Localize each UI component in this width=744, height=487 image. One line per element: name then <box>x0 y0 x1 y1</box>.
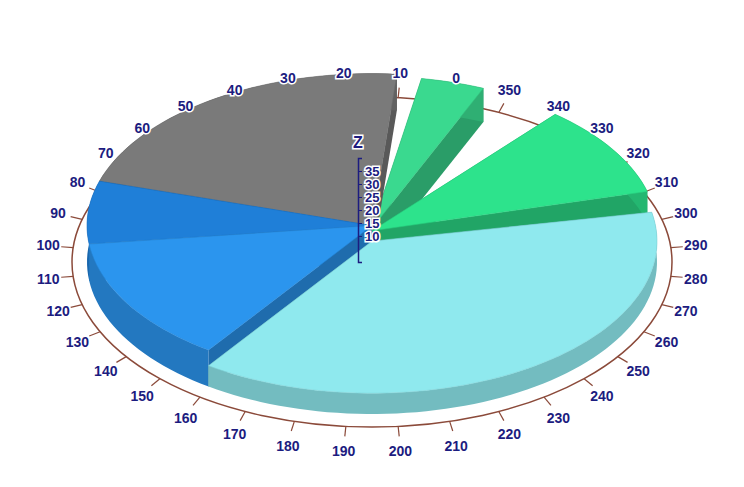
angle-label: 350 <box>498 82 522 98</box>
z-tick: 35 <box>358 164 379 179</box>
angle-label: 80 <box>70 174 86 190</box>
angle-label: 270 <box>674 303 698 319</box>
angle-label: 300 <box>674 205 698 221</box>
angle-label: 100 <box>37 237 61 253</box>
angle-label: 30 <box>280 70 296 86</box>
angle-label: 110 <box>37 271 60 287</box>
angle-label: 170 <box>223 426 247 442</box>
z-tick-mark <box>358 184 362 185</box>
chart: 0 10 20 30 40 50 60 70 8090 100 110 120 130140 150 160… <box>0 0 744 487</box>
angle-tick <box>71 217 83 220</box>
angle-tick <box>644 332 655 336</box>
z-tick-label: 15 <box>365 216 379 231</box>
angle-tick <box>193 397 200 405</box>
angle-tick <box>345 426 346 436</box>
z-tick-mark <box>358 197 362 198</box>
angle-label: 0 <box>452 70 460 86</box>
sector-top <box>372 114 647 230</box>
z-tick: 30 <box>358 177 379 192</box>
angle-label: 290 <box>684 237 708 253</box>
angle-label: 70 <box>98 145 114 161</box>
angle-label: 40 <box>227 82 243 98</box>
angle-label: 20 <box>336 65 352 81</box>
angle-tick <box>61 276 73 278</box>
z-tick: 10 <box>358 229 379 244</box>
angle-label: 320 <box>627 145 651 161</box>
sector <box>209 212 657 414</box>
angle-label: 220 <box>498 426 522 442</box>
angle-tick <box>662 217 674 220</box>
z-tick-label: 20 <box>365 203 379 218</box>
z-tick-mark <box>358 236 362 237</box>
z-axis-title: Z <box>353 134 363 151</box>
angle-tick <box>291 421 294 431</box>
z-tick-mark <box>358 171 362 172</box>
angle-label: 330 <box>590 120 614 136</box>
angle-tick <box>671 246 683 248</box>
angle-label: 310 <box>655 174 679 190</box>
angle-tick <box>499 103 504 112</box>
angle-label: 140 <box>94 363 118 379</box>
z-tick: 25 <box>358 190 379 205</box>
angle-label: 120 <box>46 303 70 319</box>
angle-tick <box>71 305 83 308</box>
angle-label: 130 <box>66 334 90 350</box>
plot-area <box>61 74 683 437</box>
angle-tick <box>116 357 126 363</box>
z-tick-label: 10 <box>365 229 379 244</box>
angle-tick <box>89 332 100 336</box>
angle-label: 250 <box>627 363 651 379</box>
angle-label: 60 <box>134 120 150 136</box>
angle-label: 180 <box>276 438 300 454</box>
sector-wall <box>209 212 657 414</box>
angle-tick <box>584 379 592 386</box>
angle-tick <box>499 412 504 421</box>
angle-label: 230 <box>547 410 571 426</box>
sector-top <box>209 212 657 393</box>
angle-label: 10 <box>393 65 409 81</box>
angle-label: 200 <box>389 443 413 459</box>
angle-tick <box>398 88 399 98</box>
angle-tick <box>662 305 674 308</box>
z-tick-label: 30 <box>365 177 379 192</box>
angle-tick <box>544 397 551 405</box>
z-tick: 20 <box>358 203 379 218</box>
angle-tick <box>398 426 399 436</box>
z-tick-label: 35 <box>365 164 379 179</box>
angle-tick <box>151 379 159 386</box>
z-tick-mark <box>358 223 362 224</box>
z-tick: 15 <box>358 216 379 231</box>
angle-label: 90 <box>50 205 66 221</box>
z-axis-line <box>359 159 363 263</box>
angle-label: 260 <box>655 334 679 350</box>
angle-tick <box>61 246 73 248</box>
angle-label: 190 <box>332 443 356 459</box>
angle-tick <box>450 421 453 431</box>
angle-tick <box>671 276 683 278</box>
angle-label: 240 <box>590 388 614 404</box>
angle-label: 340 <box>547 98 571 114</box>
angle-labels: 0 10 20 30 40 50 60 70 8090 100 110 120 130140 150 160… <box>37 65 708 460</box>
angle-label: 160 <box>174 410 198 426</box>
angle-label: 210 <box>444 438 468 454</box>
angle-tick <box>618 357 628 363</box>
z-axis: 101520253035 <box>358 159 379 263</box>
angle-label: 280 <box>684 271 708 287</box>
z-tick-label: 25 <box>365 190 379 205</box>
z-tick-mark <box>358 210 362 211</box>
angle-tick <box>240 412 245 421</box>
angle-label: 150 <box>131 388 155 404</box>
angle-label: 50 <box>178 98 194 114</box>
